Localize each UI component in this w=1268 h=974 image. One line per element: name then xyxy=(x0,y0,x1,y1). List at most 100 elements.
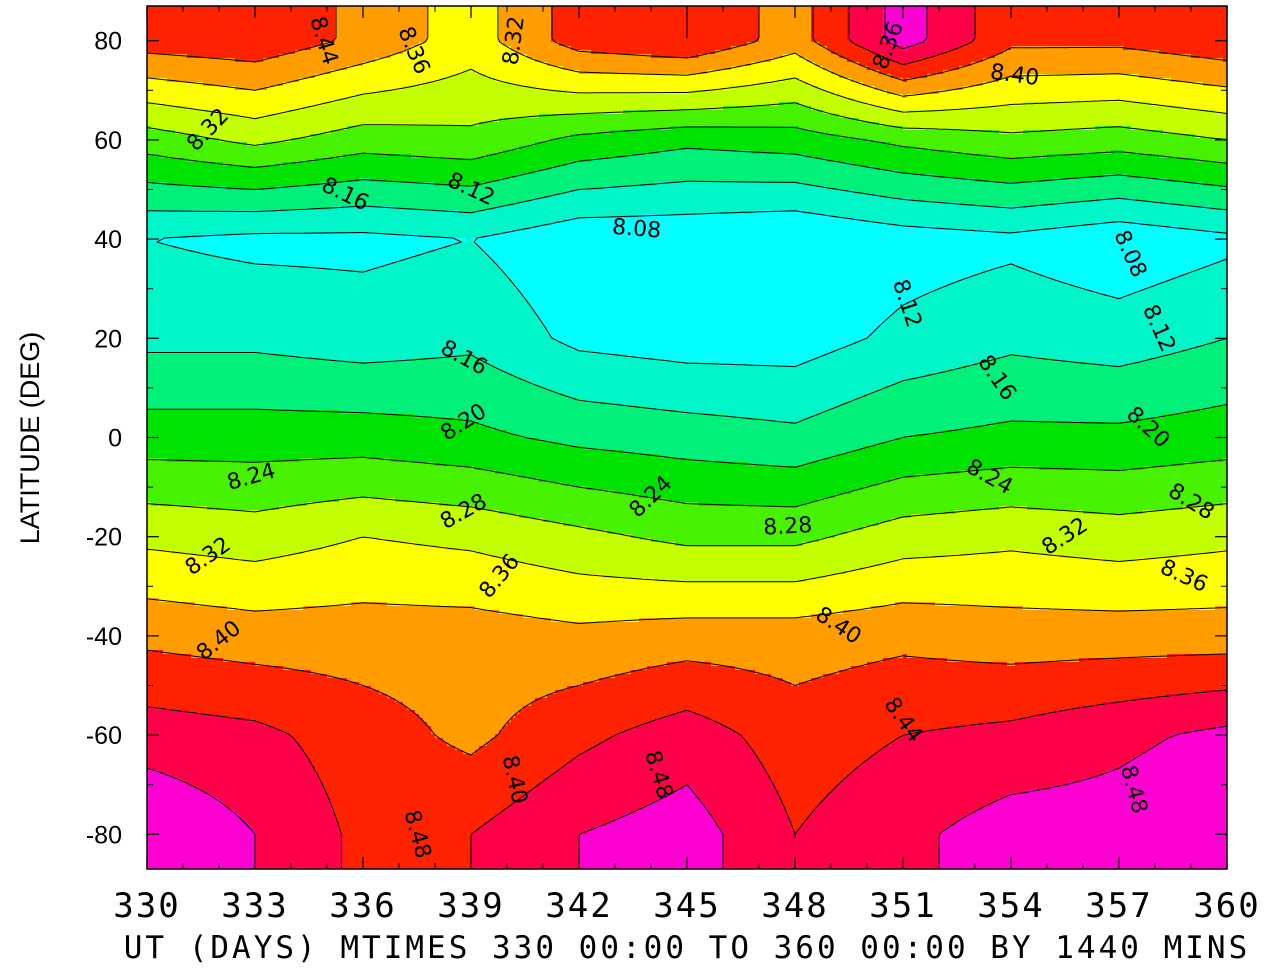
contour-cell xyxy=(799,10,804,15)
contour-cell xyxy=(591,38,596,43)
contour-cell xyxy=(179,30,184,35)
contour-cell xyxy=(915,18,920,23)
contour-cell xyxy=(1119,14,1124,19)
contour-cell xyxy=(535,30,540,35)
contour-cell xyxy=(491,10,496,15)
contour-cell xyxy=(787,18,792,23)
contour-cell xyxy=(775,22,780,27)
contour-cell xyxy=(939,26,944,31)
contour-cell xyxy=(643,22,648,27)
contour-cell xyxy=(279,42,284,47)
contour-cell xyxy=(271,14,276,19)
contour-cell xyxy=(459,42,464,47)
contour-cell xyxy=(167,10,172,15)
contour-cell xyxy=(1175,38,1180,43)
contour-cell xyxy=(259,14,264,19)
contour-cell xyxy=(343,14,348,19)
contour-cell xyxy=(535,14,540,19)
contour-cell xyxy=(395,22,400,27)
contour-cell xyxy=(651,38,656,43)
contour-cell xyxy=(479,34,484,39)
contour-cell xyxy=(423,22,428,27)
contour-cell xyxy=(359,34,364,39)
contour-cell xyxy=(1019,14,1024,19)
contour-cell xyxy=(371,42,376,47)
contour-cell xyxy=(699,26,704,31)
contour-cell xyxy=(603,18,608,23)
contour-cell xyxy=(911,10,916,15)
contour-cell xyxy=(563,14,568,19)
contour-cell xyxy=(967,10,972,15)
contour-cell xyxy=(687,18,692,23)
contour-cell xyxy=(751,26,756,31)
contour-cell xyxy=(227,34,232,39)
contour-cell xyxy=(1067,22,1072,27)
contour-cell xyxy=(151,42,156,47)
contour-cell xyxy=(247,22,252,27)
contour-cell xyxy=(947,34,952,39)
contour-cell xyxy=(575,38,580,43)
contour-cell xyxy=(663,22,668,27)
contour-cell xyxy=(763,38,768,43)
contour-cell xyxy=(459,26,464,31)
contour-cell xyxy=(687,38,692,43)
contour-cell xyxy=(459,34,464,39)
contour-cell xyxy=(427,42,432,47)
contour-cell xyxy=(439,14,444,19)
contour-cell xyxy=(739,30,744,35)
contour-cell xyxy=(419,18,424,23)
contour-cell xyxy=(539,30,544,35)
contour-cell xyxy=(779,14,784,19)
contour-cell xyxy=(871,26,876,31)
contour-cell xyxy=(863,26,868,31)
contour-cell xyxy=(863,14,868,19)
contour-cell xyxy=(1055,14,1060,19)
contour-cell xyxy=(955,14,960,19)
contour-cell xyxy=(1207,14,1212,19)
contour-cell xyxy=(951,10,956,15)
contour-cell xyxy=(703,14,708,19)
contour-cell xyxy=(287,18,292,23)
contour-cell xyxy=(1155,38,1160,43)
contour-cell xyxy=(1071,26,1076,31)
contour-cell xyxy=(771,38,776,43)
contour-cell xyxy=(295,38,300,43)
contour-cell xyxy=(715,22,720,27)
contour-cell xyxy=(607,34,612,39)
contour-cell xyxy=(1043,38,1048,43)
contour-cell xyxy=(235,14,240,19)
contour-cell xyxy=(179,42,184,47)
contour-cell xyxy=(599,14,604,19)
contour-cell xyxy=(823,26,828,31)
contour-cell xyxy=(363,34,368,39)
contour-cell xyxy=(355,38,360,43)
contour-cell xyxy=(803,18,808,23)
contour-cell xyxy=(1135,10,1140,15)
contour-cell xyxy=(1095,34,1100,39)
contour-cell xyxy=(279,38,284,43)
contour-cell xyxy=(283,10,288,15)
contour-cell xyxy=(843,30,848,35)
contour-cell xyxy=(859,14,864,19)
contour-cell xyxy=(1087,14,1092,19)
contour-cell xyxy=(871,30,876,35)
contour-cell xyxy=(739,26,744,31)
contour-cell xyxy=(915,22,920,27)
contour-cell xyxy=(931,10,936,15)
contour-cell xyxy=(439,26,444,31)
contour-cell xyxy=(579,30,584,35)
contour-cell xyxy=(1027,30,1032,35)
contour-cell xyxy=(279,18,284,23)
contour-cell xyxy=(375,42,380,47)
contour-cell xyxy=(199,30,204,35)
contour-cell xyxy=(367,38,372,43)
contour-cell xyxy=(1099,30,1104,35)
contour-cell xyxy=(859,22,864,27)
contour-cell xyxy=(631,14,636,19)
contour-cell xyxy=(1099,22,1104,27)
contour-cell xyxy=(979,22,984,27)
contour-cell xyxy=(251,26,256,31)
contour-cell xyxy=(299,34,304,39)
contour-cell xyxy=(183,18,188,23)
contour-cell xyxy=(463,26,468,31)
